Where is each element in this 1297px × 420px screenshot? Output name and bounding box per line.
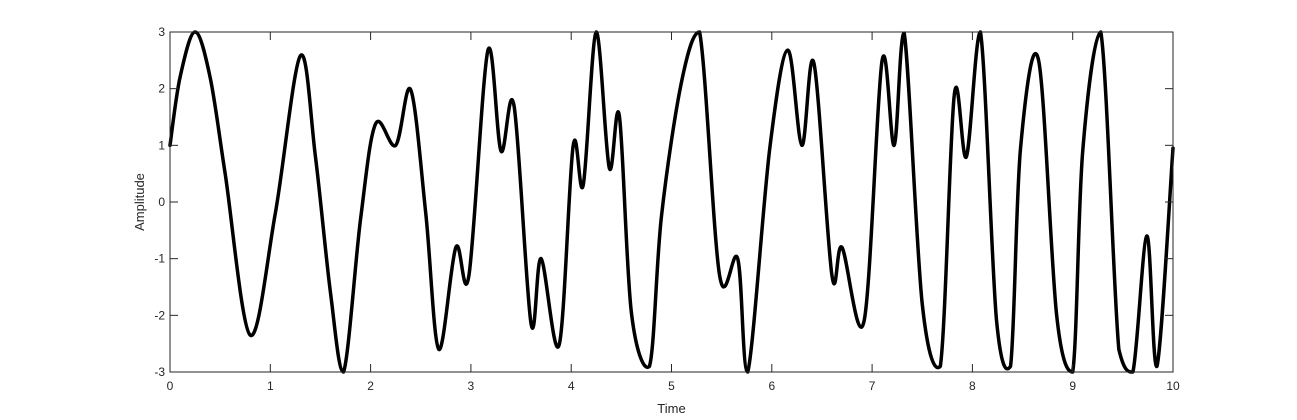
y-tick-label: 1 bbox=[158, 138, 165, 152]
y-axis-label: Amplitude bbox=[132, 173, 147, 231]
y-tick-label: -2 bbox=[154, 308, 165, 322]
y-tick-label: 0 bbox=[158, 195, 165, 209]
x-tick-label: 2 bbox=[367, 379, 374, 393]
y-tick-label: -3 bbox=[154, 365, 165, 379]
x-tick-label: 5 bbox=[668, 379, 675, 393]
x-axis-label: Time bbox=[657, 401, 685, 416]
x-tick-label: 6 bbox=[768, 379, 775, 393]
x-tick-label: 10 bbox=[1166, 379, 1180, 393]
x-tick-label: 1 bbox=[267, 379, 274, 393]
x-axis: 0 1 2 3 4 5 6 7 8 9 10 bbox=[167, 32, 1180, 393]
series-layer bbox=[168, 30, 1175, 374]
x-tick-label: 8 bbox=[969, 379, 976, 393]
y-axis: -3 -2 -1 0 1 2 3 bbox=[154, 25, 1173, 379]
y-tick-label: 3 bbox=[158, 25, 165, 39]
x-tick-label: 7 bbox=[869, 379, 876, 393]
x-tick-label: 0 bbox=[167, 379, 174, 393]
x-tick-label: 9 bbox=[1069, 379, 1076, 393]
y-tick-label: 2 bbox=[158, 82, 165, 96]
series-line bbox=[168, 30, 1175, 374]
y-tick-label: -1 bbox=[154, 252, 165, 266]
x-tick-label: 3 bbox=[468, 379, 475, 393]
plot-area bbox=[170, 32, 1173, 372]
x-tick-label: 4 bbox=[568, 379, 575, 393]
